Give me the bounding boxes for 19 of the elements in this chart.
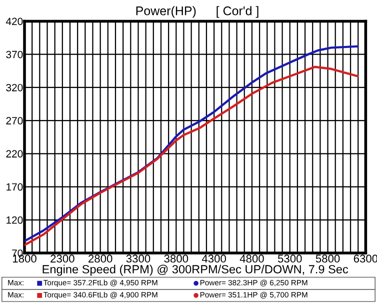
x-tick-label: 3300 <box>126 254 150 263</box>
x-tick-label: 2300 <box>50 254 74 263</box>
x-tick-label: 4800 <box>240 254 264 263</box>
x-tick-label: 4300 <box>202 254 226 263</box>
y-tick-label: 370 <box>6 50 23 58</box>
x-tick-label: 2800 <box>88 254 112 263</box>
x-tick-label: 5800 <box>316 254 340 263</box>
y-tick-label: 420 <box>6 18 23 26</box>
x-tick-label: 1800 <box>12 254 36 263</box>
chart-subtitle: [ Cor'd ] <box>216 6 258 18</box>
y-tick-label: 220 <box>6 150 23 158</box>
y-tick-label: 320 <box>6 84 23 92</box>
y-tick-label: 170 <box>6 183 23 191</box>
y-tick-label: 270 <box>6 117 23 124</box>
x-axis-title: Engine Speed (RPM) @ 300RPM/Sec UP/DOWN, 7.9 Sec <box>42 264 348 276</box>
x-tick-label: 5300 <box>278 254 302 263</box>
y-tick-label: 120 <box>6 216 23 224</box>
x-tick-label: 3800 <box>164 254 188 263</box>
chart-title: Power(HP) <box>136 6 196 18</box>
